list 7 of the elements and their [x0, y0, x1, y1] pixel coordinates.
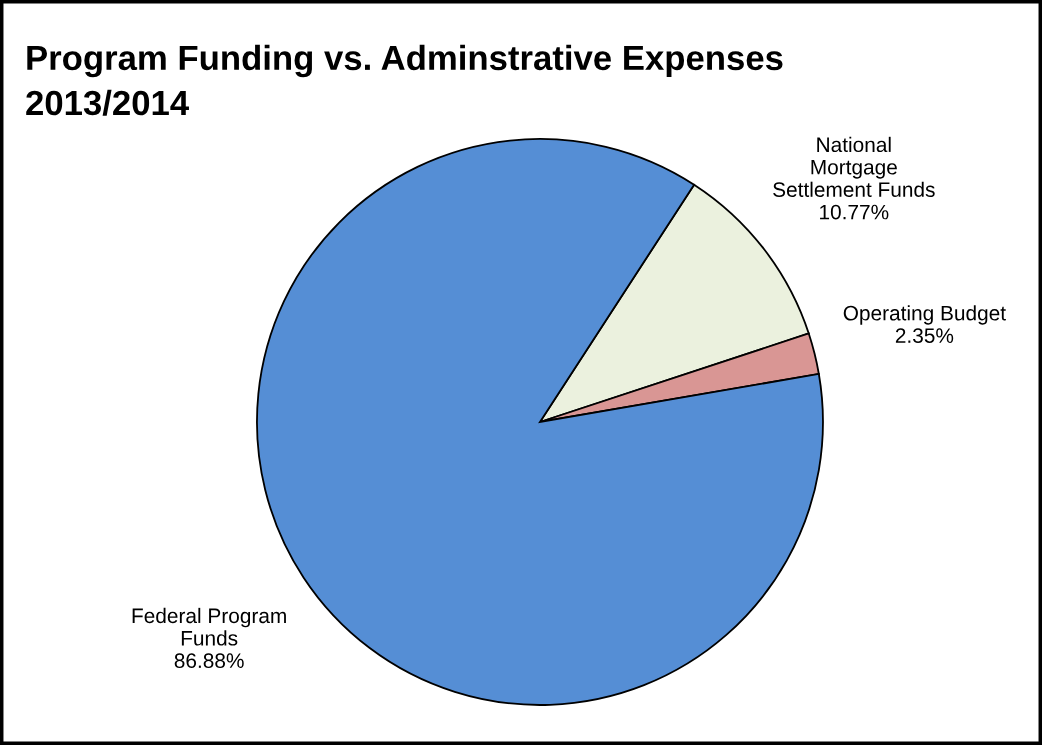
slice-label: National Mortgage Settlement Funds — [773, 136, 935, 197]
data-label: 86.88% — [174, 653, 244, 669]
slice-label: Operating Budget — [843, 305, 1006, 325]
data-label: 10.77% — [820, 204, 889, 220]
data-label: 2.35% — [895, 328, 954, 343]
chart-title: Program Funding vs. Adminstrative Expenses 2013/2014 — [26, 44, 783, 116]
slice-label: Federal Program Funds — [132, 607, 286, 646]
